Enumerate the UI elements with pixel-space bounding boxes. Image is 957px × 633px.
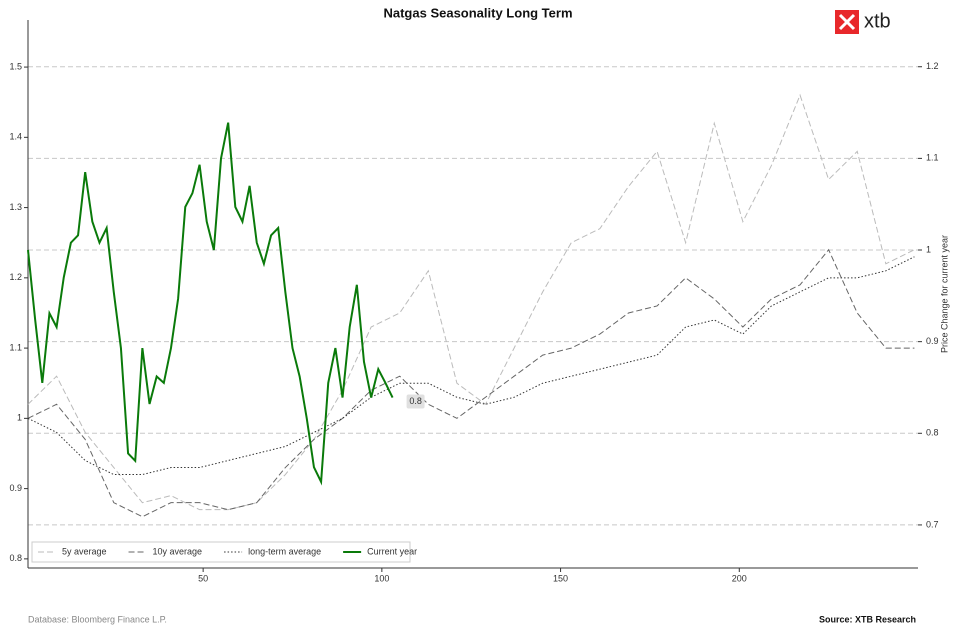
footer-left: Database: Bloomberg Finance L.P. bbox=[28, 614, 167, 624]
y-tick-label: 1.4 bbox=[9, 132, 22, 142]
legend-label: Current year bbox=[367, 546, 417, 556]
y-tick-label: 1.1 bbox=[9, 342, 22, 352]
y-tick-label: 1.3 bbox=[9, 202, 22, 212]
y-tick-label: 0.8 bbox=[9, 553, 22, 563]
end-label: 0.8 bbox=[409, 396, 422, 406]
logo-text: xtb bbox=[864, 10, 891, 32]
legend-label: long-term average bbox=[248, 546, 321, 556]
x-tick-label: 50 bbox=[198, 573, 208, 583]
x-tick-label: 200 bbox=[732, 573, 747, 583]
x-tick-label: 100 bbox=[374, 573, 389, 583]
end-label-box bbox=[406, 394, 425, 409]
series-line bbox=[27, 93, 915, 511]
y-tick-label: 1.5 bbox=[9, 61, 22, 71]
y-tick-label: 1.2 bbox=[9, 272, 22, 282]
y-tick-label: 1 bbox=[17, 413, 22, 423]
series-line bbox=[27, 122, 394, 486]
y2-tick-label: 1.1 bbox=[926, 153, 939, 163]
footer-right: Source: XTB Research bbox=[819, 614, 916, 624]
y2-tick-label: 1.2 bbox=[926, 61, 939, 71]
x-tick-label: 150 bbox=[553, 573, 568, 583]
y-tick-label: 0.9 bbox=[9, 483, 22, 493]
logo-mark bbox=[838, 13, 856, 31]
chart-title: Natgas Seasonality Long Term bbox=[383, 5, 572, 20]
y2-tick-label: 0.7 bbox=[926, 519, 939, 529]
y2-tick-label: 1 bbox=[926, 244, 931, 254]
legend: 5y average 10y average long-term average Cu… bbox=[31, 541, 417, 563]
y2-axis-label: Price Change for current year bbox=[939, 235, 949, 353]
series-line bbox=[27, 256, 915, 476]
legend-label: 5y average bbox=[62, 546, 107, 556]
legend-label: 10y average bbox=[153, 546, 203, 556]
series-line bbox=[27, 248, 915, 518]
y2-tick-label: 0.8 bbox=[926, 428, 939, 438]
legend-box bbox=[31, 541, 411, 563]
y2-tick-label: 0.9 bbox=[926, 336, 939, 346]
